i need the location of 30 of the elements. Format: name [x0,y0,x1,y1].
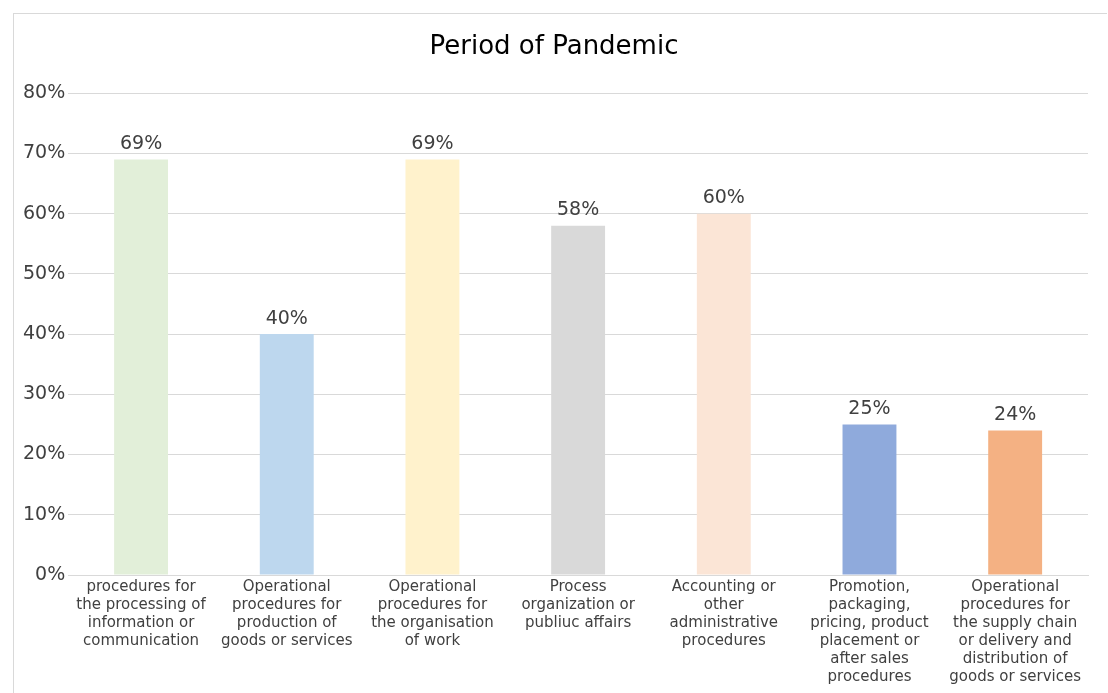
x-tick-label: procedures for the processing of information or communication [76,576,207,649]
y-tick-label: 10% [23,501,66,524]
data-label: 40% [265,305,308,328]
y-tick-label: 60% [23,200,66,223]
x-tick-label: Accounting or other administrative procedures [669,576,778,649]
bar [405,159,460,575]
y-tick-label: 80% [23,80,66,103]
y-tick-label: 0% [35,561,66,584]
y-tick-label: 70% [23,140,66,163]
data-label: 58% [557,197,600,220]
data-label: 25% [848,395,891,418]
bar [842,424,897,575]
x-tick-label: Operational procedures for the organisation of work [371,576,494,649]
y-tick-label: 20% [23,441,66,464]
data-label: 69% [411,130,454,153]
bar [696,213,751,575]
x-tick-label: Operational procedures for production of goods or services [220,576,353,649]
y-tick-label: 50% [23,260,66,283]
x-tick-label: Promotion, packaging, pricing, product placement or after sales procedures [810,576,929,685]
chart-title: Period of Pandemic [429,30,679,61]
data-label: 69% [119,130,163,153]
y-tick-label: 30% [23,381,66,404]
bar [114,159,169,575]
data-label: 60% [702,185,745,208]
bar [259,334,314,575]
bar [988,430,1043,575]
y-tick-label: 40% [23,321,66,344]
x-tick-label: Operational procedures for the supply chain or delivery and distribution of goods or services [949,576,1082,685]
x-tick-label: Process organization or publiuc affairs [521,576,636,631]
data-label: 24% [994,401,1037,424]
